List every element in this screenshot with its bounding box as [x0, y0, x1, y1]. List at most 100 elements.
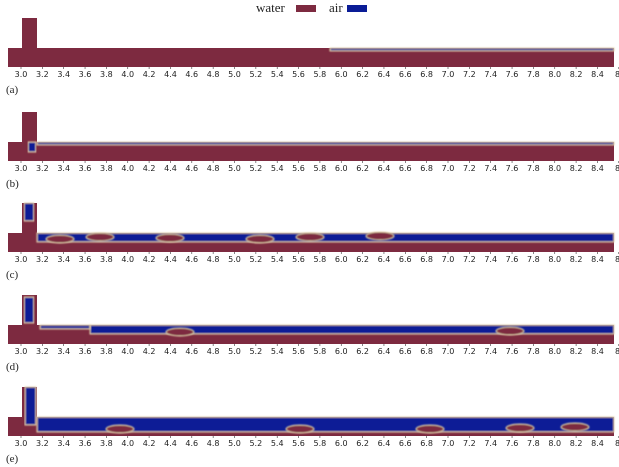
tick-label: 8.	[615, 70, 619, 79]
tick-label: 5.4	[271, 347, 284, 356]
tick-label: 6.2	[356, 347, 369, 356]
tick-label: 4.2	[143, 255, 156, 264]
panel-label: (c)	[6, 269, 19, 281]
tick-label: 3.8	[100, 439, 113, 448]
tick-label: 4.6	[185, 70, 198, 79]
tick-label: 6.6	[399, 255, 412, 264]
tick-label: 5.6	[292, 439, 305, 448]
tick-label: 7.2	[463, 347, 476, 356]
tick-label: 7.4	[484, 347, 497, 356]
tick-label: 7.6	[506, 70, 519, 79]
tick-label: 3.6	[79, 439, 92, 448]
tick-label: 6.8	[420, 255, 433, 264]
tick-label: 7.6	[506, 439, 519, 448]
tick-label: 3.2	[36, 255, 49, 264]
tick-label: 6.4	[378, 439, 391, 448]
panel: 3.0 3.2 3.4 3.6 3.8 4.0 4.2 4.4 4.6 4.8 5.0 5.2 5.4 5…	[6, 202, 619, 281]
tick-label: 6.6	[399, 347, 412, 356]
tick-label: 4.4	[164, 255, 177, 264]
tick-label: 4.6	[185, 439, 198, 448]
legend-swatch	[296, 5, 316, 12]
panel-label: (e)	[6, 453, 19, 465]
water-bump	[365, 231, 395, 241]
tick-label: 6.2	[356, 164, 369, 173]
tick-label: 4.8	[207, 70, 220, 79]
air-region	[23, 202, 35, 222]
air-region	[24, 386, 37, 426]
tick-label: 3.2	[36, 439, 49, 448]
tick-label: 4.2	[143, 70, 156, 79]
tick-label: 8.2	[570, 164, 583, 173]
panel-label: (b)	[6, 178, 19, 190]
tick-label: 3.0	[15, 164, 28, 173]
tick-label: 4.6	[185, 164, 198, 173]
tick-label: 4.0	[121, 70, 134, 79]
tick-label: 6.0	[335, 347, 348, 356]
tick-label: 5.8	[314, 164, 327, 173]
tick-label: 5.2	[249, 439, 262, 448]
air-region	[39, 324, 91, 330]
tick-label: 7.2	[463, 70, 476, 79]
tick-label: 3.2	[36, 347, 49, 356]
tick-label: 6.0	[335, 255, 348, 264]
tick-label: 4.4	[164, 347, 177, 356]
water-bump	[45, 234, 75, 244]
water-bump	[85, 232, 115, 242]
tick-label: 3.0	[15, 70, 28, 79]
tick-label: 8.0	[548, 439, 561, 448]
tick-label: 6.2	[356, 439, 369, 448]
tick-label: 7.0	[442, 164, 455, 173]
tick-label: 7.2	[463, 439, 476, 448]
tick-label: 3.4	[57, 347, 70, 356]
tick-label: 8.	[615, 439, 619, 448]
tick-label: 8.0	[548, 164, 561, 173]
tick-label: 8.2	[570, 347, 583, 356]
tick-label: 3.0	[15, 347, 28, 356]
tick-label: 5.2	[249, 164, 262, 173]
panel: 3.0 3.2 3.4 3.6 3.8 4.0 4.2 4.4 4.6 4.8 5.0 5.2 5.4 5…	[6, 18, 619, 96]
tick-label: 8.2	[570, 439, 583, 448]
tick-label: 5.0	[228, 255, 241, 264]
tick-label: 5.0	[228, 347, 241, 356]
tick-label: 3.8	[100, 347, 113, 356]
tick-label: 5.8	[314, 347, 327, 356]
tick-label: 5.6	[292, 255, 305, 264]
tick-label: 6.2	[356, 70, 369, 79]
tick-label: 7.8	[527, 70, 540, 79]
tick-label: 5.0	[228, 439, 241, 448]
tick-label: 7.0	[442, 255, 455, 264]
tick-label: 5.4	[271, 255, 284, 264]
water-bump	[165, 327, 195, 337]
tick-label: 7.2	[463, 255, 476, 264]
tick-label: 3.6	[79, 255, 92, 264]
tick-label: 5.4	[271, 164, 284, 173]
tick-label: 3.6	[79, 70, 92, 79]
tick-label: 4.0	[121, 164, 134, 173]
tick-label: 3.2	[36, 164, 49, 173]
channel	[8, 48, 614, 67]
tick-label: 4.8	[207, 347, 220, 356]
tick-label: 4.2	[143, 439, 156, 448]
tick-label: 7.8	[527, 439, 540, 448]
tick-label: 7.2	[463, 164, 476, 173]
panel-label: (a)	[6, 84, 19, 96]
tick-label: 3.4	[57, 164, 70, 173]
tick-label: 8.4	[591, 347, 604, 356]
tick-label: 5.0	[228, 164, 241, 173]
tick-label: 4.6	[185, 347, 198, 356]
tick-label: 7.8	[527, 164, 540, 173]
tick-label: 7.0	[442, 347, 455, 356]
tick-label: 3.0	[15, 439, 28, 448]
tick-label: 7.4	[484, 164, 497, 173]
tick-label: 7.0	[442, 70, 455, 79]
legend-label: air	[329, 0, 343, 15]
tick-label: 6.8	[420, 347, 433, 356]
tick-label: 4.4	[164, 439, 177, 448]
tick-label: 4.0	[121, 347, 134, 356]
tick-label: 5.4	[271, 70, 284, 79]
water-bump	[505, 423, 535, 433]
tick-label: 4.4	[164, 164, 177, 173]
legend-swatch	[347, 5, 367, 12]
water-bump	[285, 424, 315, 434]
tick-label: 5.8	[314, 70, 327, 79]
